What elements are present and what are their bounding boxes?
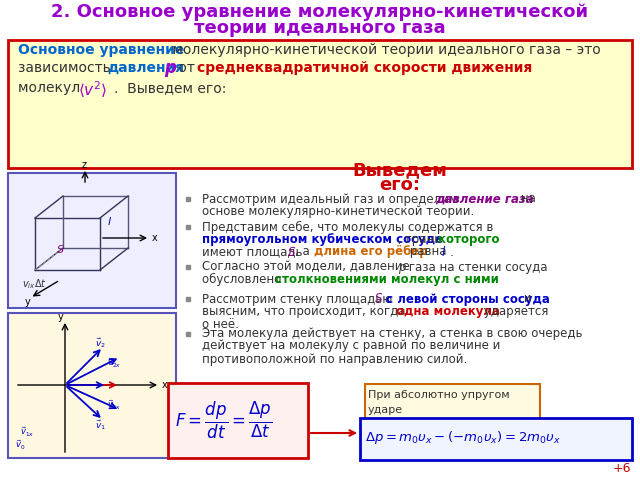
Text: Согласно этой модели, давление: Согласно этой модели, давление bbox=[202, 261, 413, 274]
Text: S: S bbox=[288, 245, 296, 259]
Text: выясним, что происходит, когда: выясним, что происходит, когда bbox=[202, 304, 409, 317]
Text: Рассмотрим идеальный газ и определим: Рассмотрим идеальный газ и определим bbox=[202, 192, 461, 205]
Text: теории идеального газа: теории идеального газа bbox=[194, 19, 446, 37]
Text: столкновениями молекул с ними: столкновениями молекул с ними bbox=[275, 273, 499, 286]
Text: y: y bbox=[58, 312, 64, 322]
Text: на: на bbox=[517, 192, 536, 205]
Text: $\vec{v}_{1x}$: $\vec{v}_{1x}$ bbox=[107, 398, 122, 412]
Text: z: z bbox=[82, 160, 87, 170]
Text: +6: +6 bbox=[612, 461, 631, 475]
Text: обусловлено: обусловлено bbox=[202, 273, 285, 286]
Text: давление газа: давление газа bbox=[435, 192, 534, 205]
Text: x: x bbox=[152, 233, 157, 243]
Text: имеют площадь: имеют площадь bbox=[202, 245, 307, 259]
Text: о неё.: о неё. bbox=[202, 317, 239, 331]
FancyBboxPatch shape bbox=[168, 383, 308, 458]
Text: от: от bbox=[174, 61, 199, 75]
Text: .  Выведем его:: . Выведем его: bbox=[114, 81, 227, 95]
Text: равна: равна bbox=[406, 245, 451, 259]
FancyBboxPatch shape bbox=[8, 40, 632, 168]
Text: x: x bbox=[162, 380, 168, 390]
Text: Выведем: Выведем bbox=[353, 161, 447, 179]
Text: $\Delta p=m_0\upsilon_x-(-m_0\upsilon_x)=2m_0\upsilon_x$: $\Delta p=m_0\upsilon_x-(-m_0\upsilon_x)… bbox=[365, 430, 561, 446]
Text: основе молекулярно-кинетической теории.: основе молекулярно-кинетической теории. bbox=[202, 204, 474, 217]
Text: , а: , а bbox=[295, 245, 314, 259]
Bar bbox=[8, 173, 176, 308]
Text: $v_{ix}\Delta t$: $v_{ix}\Delta t$ bbox=[22, 277, 47, 291]
Text: $\vec{v}_{0}$: $\vec{v}_{0}$ bbox=[15, 438, 26, 452]
Text: l: l bbox=[108, 217, 111, 227]
Text: $F=\dfrac{dp}{dt}=\dfrac{\Delta p}{\Delta t}$: $F=\dfrac{dp}{dt}=\dfrac{\Delta p}{\Delt… bbox=[175, 399, 273, 441]
Text: $\vec{v}_{1x}$: $\vec{v}_{1x}$ bbox=[20, 425, 35, 439]
Text: молекул: молекул bbox=[18, 81, 84, 95]
FancyBboxPatch shape bbox=[365, 384, 540, 422]
Text: его:: его: bbox=[380, 176, 420, 194]
Text: одна молекула: одна молекула bbox=[396, 304, 500, 317]
Text: При абсолютно упругом: При абсолютно упругом bbox=[368, 390, 509, 400]
Text: $\langle v^2\rangle$: $\langle v^2\rangle$ bbox=[78, 80, 108, 100]
Text: и: и bbox=[520, 292, 531, 305]
Text: противоположной по направлению силой.: противоположной по направлению силой. bbox=[202, 352, 467, 365]
Text: среднеквадратичной скорости движения: среднеквадратичной скорости движения bbox=[197, 61, 532, 75]
Text: которого: которого bbox=[434, 232, 499, 245]
Text: Представим себе, что молекулы содержатся в: Представим себе, что молекулы содержатся… bbox=[202, 220, 493, 234]
Text: Эта молекула действует на стенку, а стенка в свою очередь: Эта молекула действует на стенку, а стен… bbox=[202, 327, 582, 340]
Text: S: S bbox=[375, 292, 383, 305]
Text: ударяется: ударяется bbox=[480, 304, 548, 317]
Text: молекулярно-кинетической теории идеального газа – это: молекулярно-кинетической теории идеально… bbox=[168, 43, 601, 57]
Text: y: y bbox=[25, 297, 31, 307]
Text: зависимость: зависимость bbox=[18, 61, 115, 75]
Text: p: p bbox=[164, 59, 176, 77]
Text: .: . bbox=[450, 245, 454, 259]
Text: $\vec{v}_1$: $\vec{v}_1$ bbox=[95, 418, 106, 432]
FancyBboxPatch shape bbox=[360, 418, 632, 460]
Bar bbox=[8, 313, 176, 458]
Text: $\vec{v}_{2x}$: $\vec{v}_{2x}$ bbox=[107, 356, 122, 370]
Text: действует на молекулу с равной по величине и: действует на молекулу с равной по величи… bbox=[202, 339, 500, 352]
Text: .: . bbox=[472, 273, 476, 286]
Text: 2. Основное уравнение молекулярно-кинетической: 2. Основное уравнение молекулярно-кинети… bbox=[51, 3, 589, 21]
Text: газа на стенки сосуда: газа на стенки сосуда bbox=[405, 261, 547, 274]
Text: $\vec{v}_2$: $\vec{v}_2$ bbox=[95, 336, 106, 350]
Text: Рассмотрим стенку площадью: Рассмотрим стенку площадью bbox=[202, 292, 396, 305]
Text: ударе: ударе bbox=[368, 405, 403, 415]
Text: с левой стороны сосуда: с левой стороны сосуда bbox=[382, 292, 550, 305]
Text: прямоугольном кубическом сосуде: прямоугольном кубическом сосуде bbox=[202, 232, 443, 245]
Text: Основное уравнение: Основное уравнение bbox=[18, 43, 184, 57]
Text: p: p bbox=[398, 261, 406, 274]
Text: давления: давления bbox=[107, 61, 184, 75]
Text: S: S bbox=[57, 245, 64, 255]
Text: l: l bbox=[442, 245, 445, 259]
Text: длина его рёбер: длина его рёбер bbox=[314, 245, 428, 259]
Text: , грани: , грани bbox=[398, 232, 442, 245]
